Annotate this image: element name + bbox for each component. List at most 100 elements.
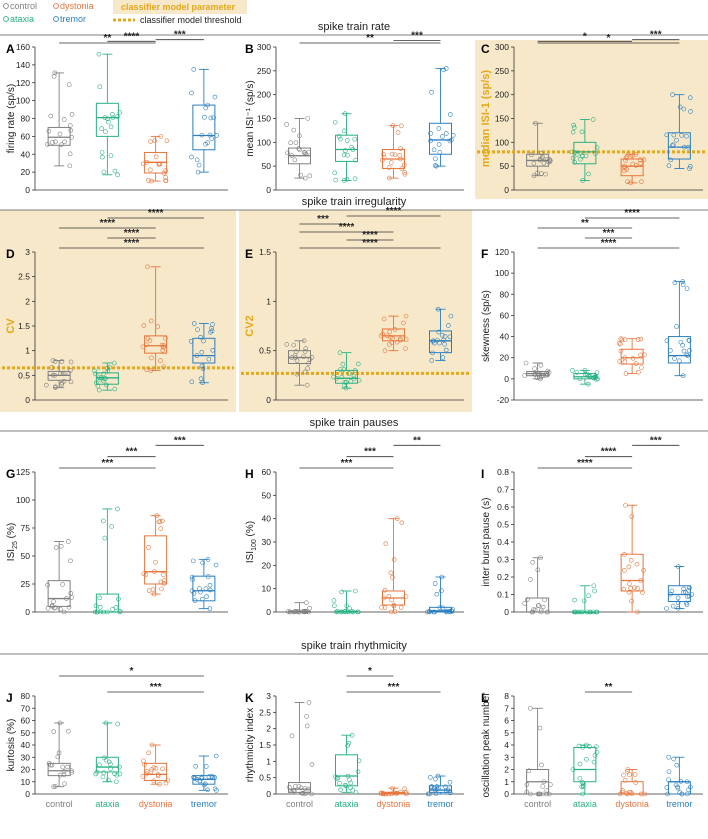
data-point [537,725,543,731]
data-point [622,777,628,783]
data-point [304,600,309,605]
data-point [344,176,350,182]
data-point [349,732,355,738]
data-point [545,368,551,374]
y-tick-label: 300 [495,42,509,52]
data-point [209,136,214,141]
legend-param-swatch [113,0,247,14]
section-title: spike train rate [318,21,390,33]
data-point [306,700,312,705]
y-tick-label: 0.4 [497,537,509,547]
data-point [446,323,451,328]
data-point [636,369,641,375]
data-point [351,376,357,382]
data-point [62,139,67,145]
data-point [293,140,299,145]
data-point [574,370,580,375]
data-point [92,609,98,615]
data-point [338,367,343,372]
panel-letter: E [245,247,253,261]
data-point [45,142,50,147]
data-point [402,170,407,175]
data-point [526,768,532,774]
y-tick-label: 0.5 [18,370,30,380]
data-point [580,781,586,787]
data-point [434,163,439,169]
data-point [532,366,537,371]
data-point [670,603,676,609]
data-point [391,602,397,608]
data-point [544,157,550,162]
data-point [638,160,643,166]
box-tremor [664,92,693,171]
significance-label: **** [362,238,378,249]
significance-label: **** [100,218,116,229]
data-point [149,355,154,361]
data-point [624,167,629,172]
data-point [382,605,388,610]
y-tick-label: 3 [266,691,271,701]
data-point [386,791,392,797]
data-point [302,609,307,615]
data-point [625,767,631,772]
y-tick-label: 0.3 [497,555,509,565]
data-point [632,772,638,777]
data-point [390,575,395,580]
data-point [56,750,62,756]
y-tick-label: 5 [504,728,509,738]
data-point [107,364,113,370]
data-point [356,758,362,764]
data-point [115,506,120,512]
data-point [633,780,638,785]
data-point [44,382,49,388]
data-point [105,609,110,615]
data-point [141,571,147,577]
data-point [392,327,398,332]
data-point [53,545,59,550]
data-point [350,609,356,615]
data-point [402,171,408,177]
data-point [439,332,445,338]
data-point [587,609,593,615]
data-point [334,609,339,615]
data-point [117,771,123,777]
significance-bar: **** [346,230,394,241]
y-tick-label: 0 [266,185,271,195]
box-tremor [425,773,453,797]
y-tick-label: 0.7 [497,485,509,495]
data-point [334,375,340,381]
panel-letter: H [245,467,254,481]
data-point [628,180,633,186]
data-point [161,345,166,350]
data-point [99,126,105,131]
data-point [524,789,530,795]
y-tick-label: 50 [500,161,510,171]
box-tremor [189,67,219,175]
data-point [144,342,149,348]
data-point [198,376,204,381]
data-point [429,90,434,95]
data-point [291,342,297,348]
data-point [289,153,294,158]
significance-bar: * [346,666,394,677]
data-point [639,791,644,797]
data-point [540,371,546,377]
data-point [383,541,389,546]
significance-bar: **** [584,447,633,458]
data-point [93,603,99,609]
data-point [160,766,165,772]
data-point [399,123,404,129]
panel-letter: C [481,42,490,56]
data-point [57,772,63,778]
data-point [381,152,386,157]
data-point [152,569,157,574]
box-control [522,360,552,382]
data-point [161,364,166,370]
data-point [344,138,350,143]
panel-G: G ISI25 (%) 0 25 50 75 100 125 *** *** *** [6,435,228,617]
y-tick-label: 60 [262,467,272,477]
data-point [52,359,58,364]
box-dystonia [141,513,168,597]
